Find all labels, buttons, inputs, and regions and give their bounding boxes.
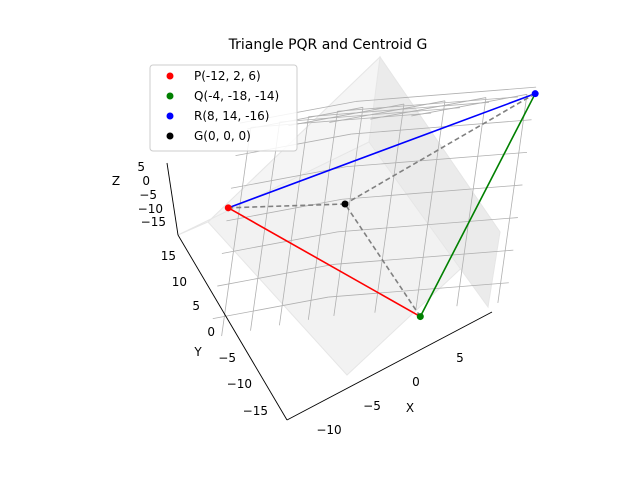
legend-entry-label: Q(-4, -18, -14) bbox=[194, 89, 279, 103]
grid-line-z-pane bbox=[212, 296, 329, 320]
chart-title: Triangle PQR and Centroid G bbox=[228, 37, 428, 53]
x-tick-label: 0 bbox=[412, 375, 420, 389]
grid-line-x-pane bbox=[333, 107, 364, 317]
triangle-edges bbox=[227, 92, 536, 318]
edge-RP bbox=[227, 92, 536, 209]
y-axis-label: Y bbox=[193, 345, 202, 359]
z-tick-label: 0 bbox=[142, 174, 150, 188]
z-axis-line bbox=[166, 162, 179, 236]
legend-marker bbox=[166, 132, 174, 140]
legend-marker bbox=[166, 112, 174, 120]
edge-QG bbox=[344, 203, 421, 318]
edge-PG bbox=[228, 203, 346, 209]
y-tick-label: −5 bbox=[218, 351, 236, 365]
y-tick-label: −15 bbox=[243, 404, 268, 418]
grid-line-x-pane bbox=[497, 94, 528, 304]
point-P bbox=[224, 204, 232, 212]
y-tick-label: 15 bbox=[161, 249, 176, 263]
grid-line-x-pane bbox=[374, 104, 405, 313]
legend-box bbox=[149, 64, 298, 152]
y-tick-label: 5 bbox=[192, 299, 200, 313]
legend-marker bbox=[166, 72, 174, 80]
legend-entry-label: P(-12, 2, 6) bbox=[194, 69, 261, 83]
z-axis-label: Z bbox=[112, 174, 120, 188]
grid-line-x-pane bbox=[415, 100, 446, 310]
point-G bbox=[341, 200, 349, 208]
y-tick-label: 10 bbox=[172, 275, 187, 289]
grid-line-y-pane bbox=[329, 100, 446, 123]
edge-RG bbox=[344, 92, 536, 205]
grid-line-z-pane bbox=[307, 111, 338, 320]
y-tick-label: −10 bbox=[227, 377, 252, 391]
legend: P(-12, 2, 6) Q(-4, -18, -14) R(8, 14, -16)… bbox=[149, 64, 298, 152]
grid-line-z-pane bbox=[217, 264, 334, 287]
y-back-pane bbox=[177, 55, 381, 236]
z-tick-label: −10 bbox=[138, 202, 163, 216]
point-R bbox=[531, 90, 539, 98]
legend-entry-label: R(8, 14, -16) bbox=[194, 109, 269, 123]
edge-QR bbox=[419, 93, 536, 317]
x-axis-label: X bbox=[406, 401, 414, 415]
grid-lines bbox=[212, 86, 537, 337]
x-axis-line bbox=[286, 311, 493, 421]
x-tick-label: −10 bbox=[316, 423, 341, 437]
edge-PQ bbox=[227, 207, 421, 318]
grid-line-x-pane bbox=[456, 97, 487, 307]
grid-line-x-pane bbox=[355, 86, 537, 102]
point-Q bbox=[416, 313, 424, 321]
grid-line-z-pane bbox=[221, 127, 252, 337]
grid-line-z-pane bbox=[250, 121, 281, 331]
triangle-points bbox=[224, 90, 539, 321]
grid-line-y-pane bbox=[288, 103, 405, 127]
grid-line-z-pane bbox=[279, 116, 309, 326]
z-tick-label: −5 bbox=[139, 188, 157, 202]
grid-line-z-pane bbox=[221, 231, 338, 254]
legend-items: P(-12, 2, 6) Q(-4, -18, -14) R(8, 14, -16)… bbox=[166, 69, 279, 143]
z-tick-label: −15 bbox=[141, 215, 166, 229]
y-axis-line bbox=[177, 234, 288, 421]
x-tick-label: −5 bbox=[363, 399, 381, 413]
z-tick-label: 5 bbox=[137, 160, 145, 174]
legend-entry-label: G(0, 0, 0) bbox=[194, 129, 251, 143]
legend-marker bbox=[166, 92, 174, 100]
x-tick-label: 5 bbox=[456, 351, 464, 365]
y-tick-label: 0 bbox=[207, 325, 215, 339]
grid-line-y-pane bbox=[411, 93, 528, 117]
grid-line-y-pane bbox=[370, 97, 487, 120]
